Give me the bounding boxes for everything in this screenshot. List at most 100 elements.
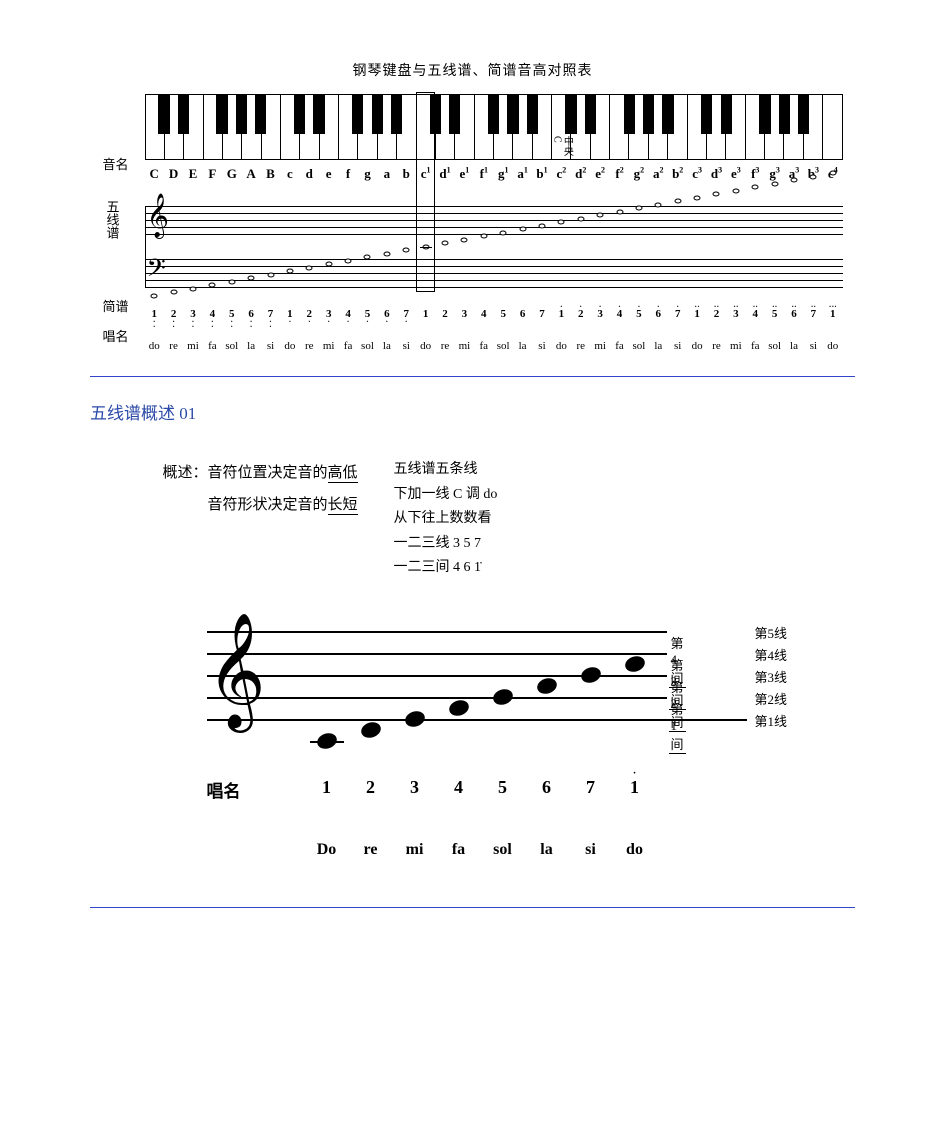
note-name: c3 — [692, 166, 702, 182]
jianpu-digit: 3· — [326, 308, 332, 320]
jianpu-digit: 3· — [597, 308, 603, 320]
staff-note — [752, 185, 759, 190]
fig2-overview-left: 概述：音符位置决定音的高低 概述：音符形状决定音的长短 — [163, 458, 358, 581]
note-head — [403, 708, 427, 728]
note-name: a2 — [653, 166, 664, 182]
staff-note — [403, 248, 410, 253]
line-label: 第4线 — [755, 645, 788, 664]
jianpu-digit: 1· — [287, 308, 293, 320]
solfege-syllable: re — [576, 340, 585, 352]
note-name: g1 — [498, 166, 509, 182]
white-key — [746, 95, 765, 159]
solfege-syllable: fa — [344, 340, 353, 352]
note-name: d3 — [711, 166, 722, 182]
staff-note — [655, 202, 662, 207]
jianpu-digit: 7· — [675, 308, 681, 320]
white-key — [455, 95, 474, 159]
jianpu-number: 1 — [322, 777, 331, 798]
note-name: a1 — [517, 166, 528, 182]
staff-line — [145, 287, 843, 288]
staff-note — [577, 216, 584, 221]
solfege-syllable: fa — [208, 340, 217, 352]
staff-line — [207, 697, 667, 699]
staff-line — [145, 273, 843, 274]
solfege-syllable: si — [585, 841, 596, 859]
note-head — [491, 686, 515, 706]
white-key — [823, 95, 841, 159]
note-name: c — [287, 166, 293, 182]
staff-note — [519, 227, 526, 232]
solfege-syllable: fa — [480, 340, 489, 352]
ledger-line — [310, 741, 344, 743]
jianpu-digit: 1·· — [694, 308, 700, 320]
note-name: d2 — [575, 166, 586, 182]
white-key — [223, 95, 242, 159]
white-key — [358, 95, 377, 159]
jianpu-digit: 4 — [481, 308, 487, 320]
mnemonic-line: 下加一线 C 调 do — [394, 483, 498, 508]
jianpu-digit: 6· — [384, 308, 390, 320]
staff-line — [145, 213, 843, 214]
solfege-syllable: sol — [361, 340, 374, 352]
staff-line — [145, 234, 843, 235]
jianpu-digit: 5·· — [772, 308, 778, 320]
mnemonic-line: 一二三线 3 5 7 — [394, 532, 498, 557]
staff-note — [383, 251, 390, 256]
staff-note — [228, 279, 235, 284]
staff-note — [829, 171, 836, 176]
white-key — [571, 95, 590, 159]
jianpu-digit: 3 — [462, 308, 468, 320]
solfege-syllable: do — [626, 841, 643, 859]
staff-note — [558, 220, 565, 225]
note-name: C — [149, 166, 158, 182]
white-key — [281, 95, 300, 159]
white-key — [804, 95, 823, 159]
jianpu-number: 6 — [542, 777, 551, 798]
fig2-staff: 第1线第2线第3线第4线第5线第1间第2间第3间第4间𝄞 — [207, 631, 667, 735]
jianpu-digit: 4·· — [753, 308, 759, 320]
staff-line — [145, 227, 843, 228]
jianpu-digit: 6 — [520, 308, 526, 320]
solfege-syllable: re — [712, 340, 721, 352]
solfege-syllable: mi — [323, 340, 335, 352]
note-head — [447, 697, 471, 717]
white-key — [668, 95, 687, 159]
note-name: f2 — [615, 166, 623, 182]
fig2-solfege-row: Doremifasollasido — [207, 841, 783, 867]
staff-note — [248, 276, 255, 281]
note-name: b1 — [536, 166, 547, 182]
solfege-syllable: do — [420, 340, 431, 352]
note-name: G — [227, 166, 237, 182]
jianpu-number: 4 — [454, 777, 463, 798]
jianpu-row: 1··2··3··4··5··6··7··1·2·3·4·5·6·7·12345… — [145, 308, 843, 330]
jianpu-digit: 2· — [307, 308, 313, 320]
white-key — [320, 95, 339, 159]
solfege-syllable: sol — [632, 340, 645, 352]
note-name: E — [189, 166, 198, 182]
solfege-syllable: re — [441, 340, 450, 352]
staff-line — [207, 719, 747, 721]
fig2-number-row: 12345671· — [207, 777, 783, 803]
jianpu-digit: 2 — [442, 308, 448, 320]
white-key — [784, 95, 803, 159]
white-key — [649, 95, 668, 159]
solfege-syllable: la — [540, 841, 552, 859]
white-key — [610, 95, 629, 159]
solfege-syllable: la — [383, 340, 391, 352]
fig2-mnemonic: 五线谱五条线下加一线 C 调 do从下往上数数看一二三线 3 5 7一二三间 4… — [394, 458, 498, 581]
staff-note — [616, 209, 623, 214]
staff-note — [771, 181, 778, 186]
staff-note — [209, 283, 216, 288]
solfege-syllable: si — [674, 340, 681, 352]
solfege-syllable: si — [267, 340, 274, 352]
note-name: B — [266, 166, 275, 182]
white-key — [397, 95, 416, 159]
solfege-syllable: mi — [459, 340, 471, 352]
solfege-syllable: sol — [768, 340, 781, 352]
jianpu-digit: 1·· — [151, 308, 157, 320]
white-key — [146, 95, 165, 159]
white-key — [184, 95, 203, 159]
jianpu-number: 2 — [366, 777, 375, 798]
solfege-syllable: re — [364, 841, 378, 859]
solfege-syllable: do — [149, 340, 160, 352]
